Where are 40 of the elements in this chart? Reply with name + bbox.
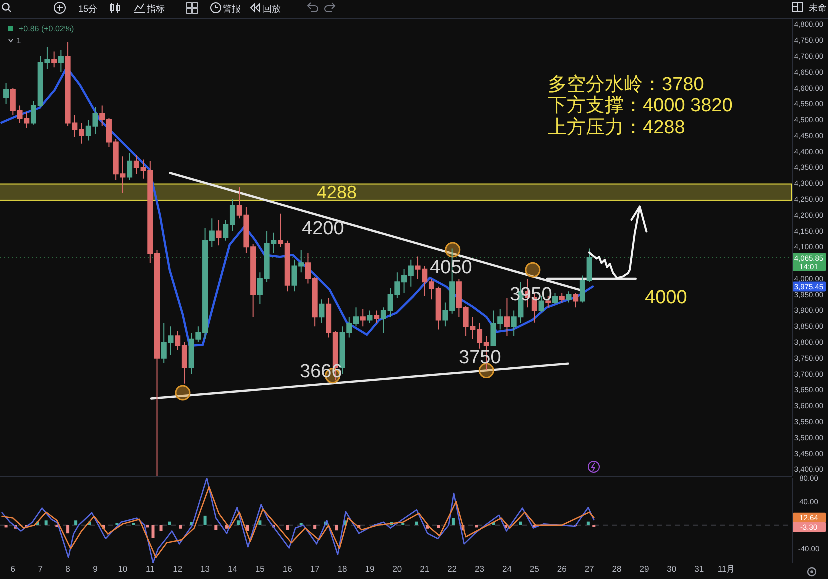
x-tick-label: 13 xyxy=(200,564,210,574)
x-tick-label: 14 xyxy=(228,564,238,574)
x-tick-label: 11月 xyxy=(718,564,736,574)
x-tick-label: 31 xyxy=(694,564,704,574)
x-tick-label: 12 xyxy=(173,564,183,574)
x-tick-label: 11 xyxy=(146,564,156,574)
text: 15分 xyxy=(78,4,98,14)
annotation: 多空分水岭：3780 xyxy=(548,74,704,96)
x-tick-label: 28 xyxy=(612,564,622,574)
x-tick-label: 6 xyxy=(10,564,16,574)
annotation: +0.86 (+0.02%) xyxy=(19,24,74,34)
annotation: 4200 xyxy=(302,218,344,240)
x-tick-label: 15 xyxy=(255,564,266,574)
x-tick-label: 8 xyxy=(66,564,71,574)
x-tick-label: 18 xyxy=(338,564,348,574)
x-tick-label: 29 xyxy=(640,564,650,574)
x-tick-label: 24 xyxy=(502,564,512,574)
x-tick-label: 10 xyxy=(118,564,128,574)
x-tick-label: 19 xyxy=(365,564,375,574)
x-tick-label: 16 xyxy=(282,564,293,574)
text: 回放 xyxy=(263,4,281,14)
x-tick-label: 9 xyxy=(93,564,98,574)
annotation: 4000 xyxy=(645,288,688,308)
x-tick-label: 20 xyxy=(392,564,402,574)
text: 警报 xyxy=(223,4,241,14)
x-tick-label: 21 xyxy=(420,564,430,574)
x-tick-label: 25 xyxy=(530,564,540,574)
annotation: 上方压力：4288 xyxy=(548,116,686,138)
text: 未命 xyxy=(809,3,827,13)
annotation: 4288 xyxy=(317,182,358,202)
x-tick-label: 27 xyxy=(584,564,595,574)
annotation: 下方支撑：4000 3820 xyxy=(548,94,733,116)
x-tick-label: 17 xyxy=(310,564,320,574)
annotation: 1 xyxy=(16,36,22,46)
x-tick-label: 26 xyxy=(557,564,568,574)
x-tick-label: 22 xyxy=(448,564,458,574)
text: 指标 xyxy=(146,4,165,14)
x-tick-label: 30 xyxy=(667,564,677,574)
x-tick-label: 7 xyxy=(38,564,44,574)
x-tick-label: 23 xyxy=(475,564,485,574)
